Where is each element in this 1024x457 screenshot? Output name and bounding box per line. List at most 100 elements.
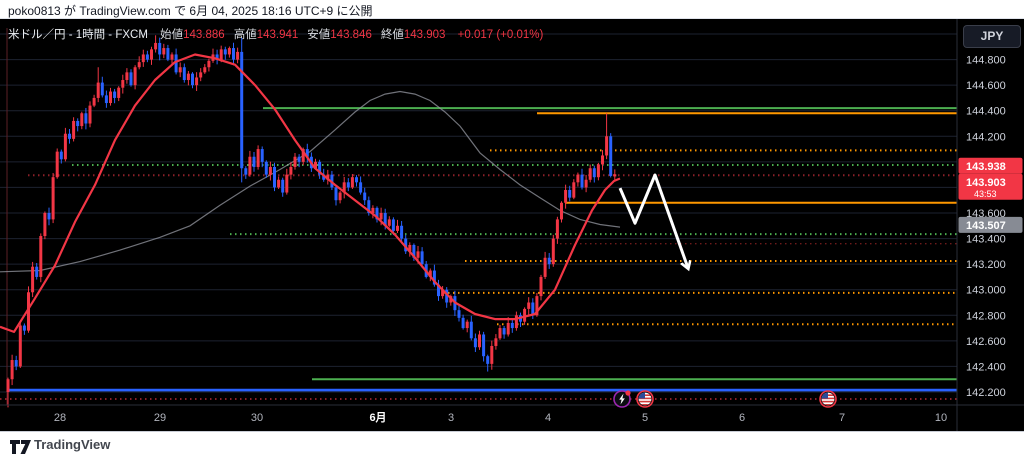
candle <box>260 149 264 162</box>
candle <box>551 238 555 265</box>
trend-arrow-drawing[interactable] <box>618 173 688 268</box>
ohlc-values: 始値143.886 高値143.941 安値143.846 終値143.903 <box>151 29 445 41</box>
candle <box>400 225 404 239</box>
time-tick-label: 3 <box>448 412 454 424</box>
fast-ma-line[interactable] <box>0 53 621 333</box>
candle <box>268 166 272 175</box>
ohlc-field-label: 高値 <box>233 29 257 41</box>
candle <box>391 219 395 231</box>
candle <box>469 321 473 339</box>
candle <box>199 72 203 78</box>
candle <box>338 192 342 201</box>
horizontal-lines-layer[interactable] <box>0 107 957 401</box>
candle <box>27 292 30 331</box>
candle <box>14 360 18 367</box>
candle <box>133 67 137 86</box>
svg-text:43:53: 43:53 <box>974 189 997 199</box>
candle <box>539 276 543 297</box>
grid-layer <box>0 33 957 393</box>
chart-area[interactable]: 米ドル／円 - 1時間 - FXCM 始値143.886 高値143.941 安値1… <box>0 19 1024 431</box>
candle <box>322 174 326 180</box>
price-tick-label: 143.400 <box>966 234 1006 246</box>
candle <box>441 289 445 297</box>
price-tick-label: 144.400 <box>966 106 1006 118</box>
candle <box>18 325 22 367</box>
candle <box>76 120 80 127</box>
candle <box>346 182 350 188</box>
candle <box>420 251 424 265</box>
candle <box>543 257 547 277</box>
candle <box>555 219 559 239</box>
candle <box>223 49 227 55</box>
candle <box>72 120 76 139</box>
price-tick-label: 142.400 <box>966 361 1006 373</box>
candle <box>297 156 301 162</box>
footer-bar: TradingView <box>0 431 1024 457</box>
candle <box>158 42 162 55</box>
lightning-event-icon[interactable] <box>613 390 631 408</box>
candle <box>527 302 531 309</box>
tradingview-logo-icon[interactable] <box>9 437 33 457</box>
time-tick-label: 5 <box>642 412 648 424</box>
candle <box>289 166 293 175</box>
candle <box>281 179 285 193</box>
candle <box>437 284 440 297</box>
candle <box>195 77 199 86</box>
candle <box>490 345 494 364</box>
ohlc-field-label: 始値 <box>160 29 184 41</box>
us-flag-event-icon[interactable] <box>819 390 837 408</box>
candle <box>219 49 223 60</box>
event-count-badge <box>625 390 631 396</box>
candle <box>572 182 576 198</box>
candle <box>412 244 416 258</box>
candle <box>293 156 297 167</box>
price-label-ma-value: 143.507 <box>958 216 1023 233</box>
candle <box>584 179 588 188</box>
candle <box>396 225 399 231</box>
candle <box>248 156 252 175</box>
candle <box>125 72 129 81</box>
candle <box>478 334 481 348</box>
candle <box>264 161 268 175</box>
candle <box>141 54 145 63</box>
candle <box>461 317 465 329</box>
candle <box>137 62 141 68</box>
price-tick-label: 144.800 <box>966 55 1006 67</box>
tradingview-brand-link[interactable]: TradingView <box>34 437 111 452</box>
candle <box>514 315 518 329</box>
candle <box>104 95 108 104</box>
candle <box>359 182 363 193</box>
candle <box>236 51 240 60</box>
candle <box>88 105 92 124</box>
price-axis[interactable]: 144.800144.600144.400144.200143.600143.4… <box>966 55 1006 399</box>
candle <box>113 91 117 98</box>
chart-canvas[interactable]: 144.800144.600144.400144.200143.600143.4… <box>0 19 1024 431</box>
candle <box>432 270 436 285</box>
candle <box>342 182 346 193</box>
publish-info-text: poko0813 が TradingView.com で 6月 04, 2025… <box>8 4 373 18</box>
slow-ma-line[interactable] <box>0 90 621 273</box>
candle <box>117 87 121 98</box>
candle <box>334 187 338 201</box>
time-tick-label: 29 <box>154 412 166 424</box>
currency-badge[interactable]: JPY <box>963 25 1021 48</box>
candle <box>182 67 186 81</box>
candle <box>207 60 211 68</box>
candle <box>350 177 354 188</box>
symbol-title: 米ドル／円 - 1時間 - FXCM <box>8 29 148 41</box>
candle <box>227 48 231 55</box>
us-flag-event-icon[interactable] <box>636 390 654 408</box>
candle <box>301 149 305 162</box>
candle <box>80 113 84 127</box>
candle <box>375 207 379 220</box>
candle <box>523 308 527 322</box>
candle <box>215 54 219 60</box>
candle <box>580 174 584 188</box>
candle <box>609 136 613 176</box>
candle <box>379 212 383 220</box>
time-axis[interactable]: 28 29 30 6月 3 4 5 6 7 10 <box>54 411 947 424</box>
candle <box>457 310 461 318</box>
symbol-legend[interactable]: 米ドル／円 - 1時間 - FXCM 始値143.886 高値143.941 安値1… <box>8 26 543 42</box>
candle <box>273 166 276 188</box>
candle <box>387 219 391 226</box>
